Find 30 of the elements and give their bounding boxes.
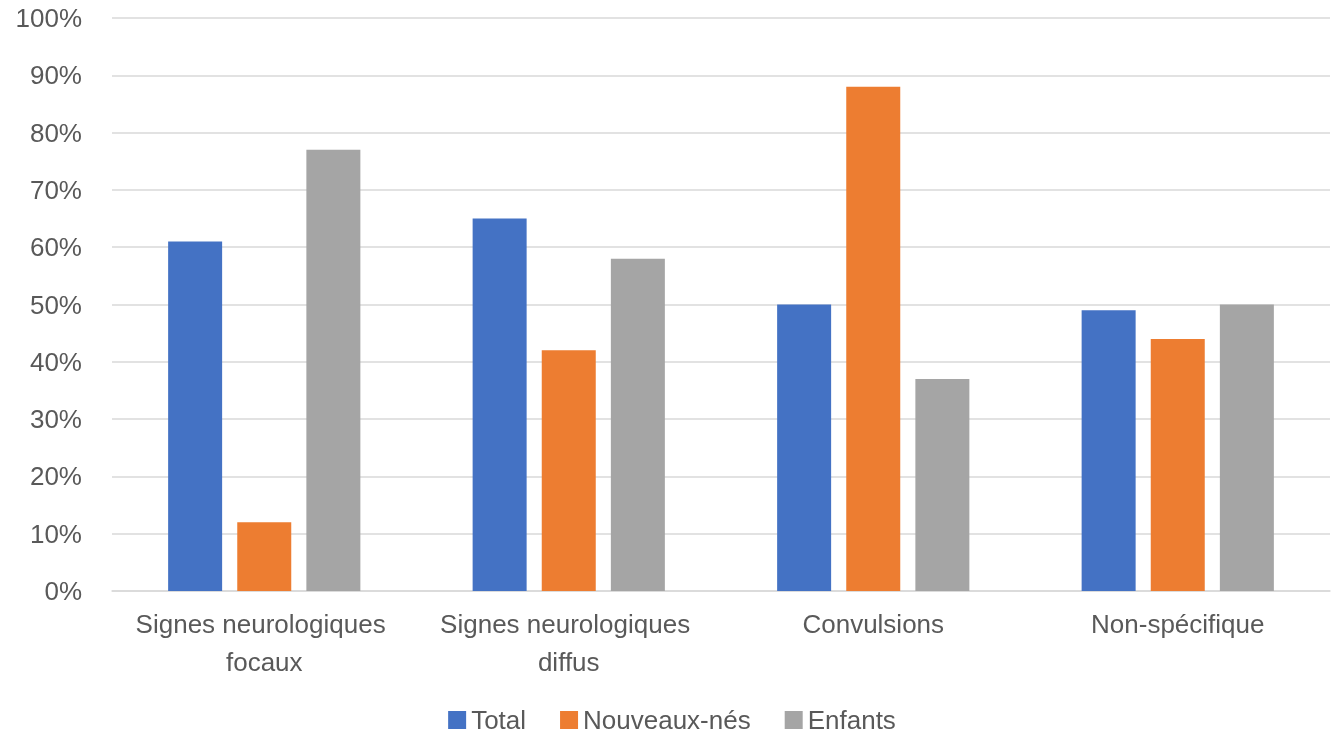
y-tick-label: 10% [29,518,82,549]
legend-label: Nouveaux-nés [583,705,751,735]
y-tick-label: 0% [44,576,82,606]
bar [237,522,292,591]
y-tick-label: 90% [29,60,82,91]
bar [306,149,361,591]
x-tick-label: Convulsions [802,609,945,639]
x-tick-label: Signes neurologiques diffus [440,609,698,677]
bar [610,258,665,591]
bar [541,350,596,591]
y-tick-label: 30% [29,404,82,435]
y-tick-label: 40% [29,346,82,377]
y-tick-label: 70% [29,174,82,205]
bar [472,218,527,591]
bar [846,86,901,591]
y-tick-label: 100% [15,3,82,33]
y-tick-label: 60% [29,232,82,263]
x-tick-label: Non-spécifique [1091,609,1265,639]
x-tick-label: Signes neurologiques focaux [135,609,393,677]
bar [168,241,223,591]
bar [777,304,832,591]
y-tick-label: 50% [29,289,82,320]
bar [1150,338,1205,591]
legend-label: Enfants [807,705,896,735]
bar [1081,310,1136,591]
y-tick-label: 20% [29,461,82,492]
y-tick-label: 80% [29,117,82,148]
bar [1219,304,1274,591]
legend-label: Total [471,705,527,735]
bar [915,378,970,591]
